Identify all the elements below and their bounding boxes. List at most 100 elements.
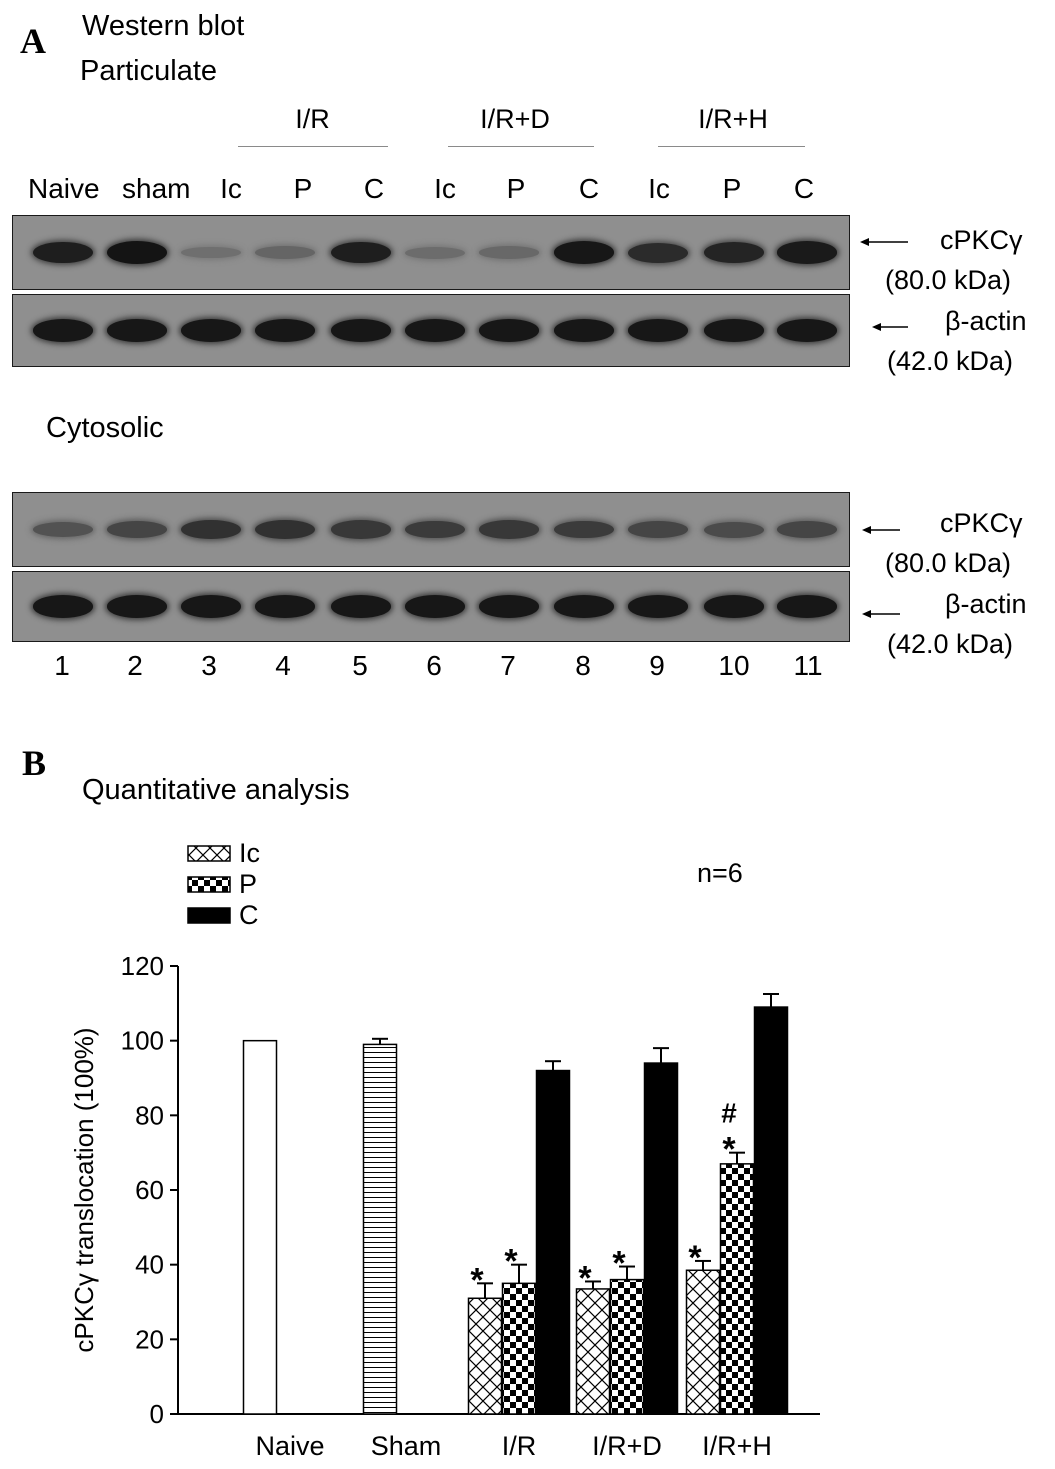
blot-band xyxy=(628,242,688,263)
bars: * * * * **# xyxy=(242,993,789,1415)
bar xyxy=(501,1282,537,1415)
y-tick-label: 40 xyxy=(135,1250,164,1280)
panel-b-letter: B xyxy=(22,743,47,783)
bar xyxy=(643,1062,679,1415)
bar xyxy=(535,1069,571,1415)
x-tick-label: Naive xyxy=(255,1431,324,1461)
lane-number: 3 xyxy=(201,650,217,681)
blot-band xyxy=(405,319,465,342)
bar xyxy=(609,1278,645,1415)
significance-mark: * xyxy=(688,1239,702,1277)
group-label-ir: I/R xyxy=(295,104,330,134)
lane-number: 2 xyxy=(127,650,143,681)
blot-particulate-actin xyxy=(12,294,850,367)
lane-number: 1 xyxy=(54,650,70,681)
blot-band xyxy=(331,520,391,539)
group-line-ir xyxy=(238,146,388,147)
arrow-icon xyxy=(862,526,900,534)
blot-band xyxy=(255,319,315,342)
marker-name: cPKCγ xyxy=(940,508,1023,538)
blot-band xyxy=(331,595,391,618)
bar xyxy=(362,1043,398,1415)
blot-band xyxy=(777,595,837,618)
marker-size: (42.0 kDa) xyxy=(887,629,1014,659)
blot-band xyxy=(479,246,539,259)
blot-band xyxy=(628,595,688,618)
lane-number: 4 xyxy=(275,650,291,681)
legend-label: C xyxy=(239,900,259,930)
lane-number: 6 xyxy=(426,650,442,681)
blot-cytosolic-actin xyxy=(12,571,850,642)
significance-mark: * xyxy=(470,1261,484,1299)
group-line-irh xyxy=(658,146,805,147)
lane-number: 5 xyxy=(352,650,368,681)
panel-a-letter: A xyxy=(20,21,46,61)
cytosolic-label: Cytosolic xyxy=(46,412,164,444)
significance-mark: * xyxy=(612,1245,626,1283)
blot-band xyxy=(405,246,465,259)
legend-swatch xyxy=(187,876,231,893)
significance-mark: * xyxy=(504,1243,518,1281)
blot-band xyxy=(331,319,391,342)
blot-band xyxy=(777,241,837,264)
blot-band xyxy=(33,595,93,618)
y-tick-label: 20 xyxy=(135,1324,164,1354)
marker-name: β-actin xyxy=(945,589,1027,619)
marker-name: cPKCγ xyxy=(940,225,1023,255)
lane-label: Ic xyxy=(434,173,456,204)
significance-mark: * xyxy=(722,1131,736,1169)
group-label-irh: I/R+H xyxy=(698,104,768,134)
group-label-ird: I/R+D xyxy=(480,104,550,134)
x-tick-label: I/R xyxy=(502,1431,537,1461)
n-label: n=6 xyxy=(697,858,743,888)
blot-band xyxy=(107,521,167,538)
lane-label: P xyxy=(722,173,742,204)
lane-label: Naive xyxy=(28,173,100,204)
bar xyxy=(719,1163,755,1415)
marker-name: β-actin xyxy=(945,306,1027,336)
marker-size: (80.0 kDa) xyxy=(885,265,1012,295)
marker-size: (80.0 kDa) xyxy=(885,548,1012,578)
lane-label: P xyxy=(293,173,313,204)
bar xyxy=(242,1039,278,1415)
blot-band xyxy=(33,319,93,342)
blot-band xyxy=(479,520,539,539)
marker-size: (42.0 kDa) xyxy=(887,346,1014,376)
blot-band xyxy=(405,520,465,539)
lane-label: sham xyxy=(122,173,191,204)
marker-arrows xyxy=(860,238,908,618)
blot-band xyxy=(181,519,241,540)
y-tick-label: 60 xyxy=(135,1175,164,1205)
blot-band xyxy=(554,319,614,342)
particulate-label: Particulate xyxy=(80,55,218,87)
lane-number: 9 xyxy=(649,650,665,681)
lane-label: Ic xyxy=(648,173,670,204)
blot-band xyxy=(554,520,614,539)
legend-swatch xyxy=(187,907,231,924)
blot-band xyxy=(107,595,167,618)
blot-band xyxy=(628,521,688,538)
blot-band xyxy=(107,241,167,264)
group-line-ird xyxy=(448,146,594,147)
blot-band xyxy=(479,319,539,342)
blot-band xyxy=(33,521,93,538)
blot-band xyxy=(107,319,167,342)
x-tick-label: I/R+D xyxy=(592,1431,662,1461)
blot-band xyxy=(704,595,764,618)
blot-band xyxy=(181,595,241,618)
y-tick-label: 120 xyxy=(121,951,164,981)
axes: 0 20 40 60 80 100 120 cPKCγ translocation (100%… xyxy=(69,951,820,1461)
blot-band xyxy=(255,595,315,618)
y-axis-label: cPKCγ translocation (100%) xyxy=(69,1027,99,1352)
blot-band xyxy=(405,595,465,618)
blot-band xyxy=(777,319,837,342)
lane-number: 11 xyxy=(793,650,823,681)
lane-number: 8 xyxy=(575,650,591,681)
blot-band xyxy=(181,319,241,342)
blot-band xyxy=(181,246,241,259)
bar xyxy=(685,1269,721,1415)
lane-label: P xyxy=(506,173,526,204)
legend-swatch xyxy=(187,845,231,862)
